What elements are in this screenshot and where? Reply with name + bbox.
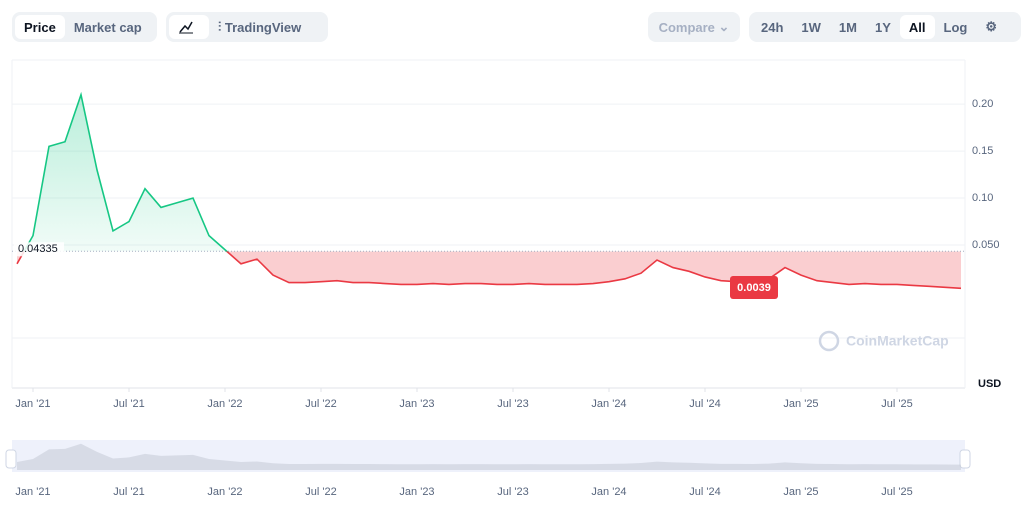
navigator-x-label: Jul '21: [113, 486, 144, 498]
navigator-x-label: Jan '25: [783, 486, 818, 498]
baseline-label-bg: [14, 242, 64, 257]
y-tick-label: 0.15: [972, 145, 993, 157]
tab-label: TradingView: [224, 19, 302, 35]
settings[interactable]: ⚙: [985, 19, 997, 34]
area: [17, 94, 961, 289]
line-chart-button[interactable]: [169, 15, 209, 39]
currency: USD: [978, 378, 1001, 390]
range[interactable]: All: [899, 15, 935, 39]
tab[interactable]: Market cap: [73, 19, 142, 35]
navigator-x-label: Jan '23: [399, 486, 434, 498]
navigator-handle[interactable]: [5, 449, 17, 469]
range-tabs: 24h 1W 1M 1Y All Log ⚙: [749, 12, 1021, 42]
navigator-x-label: Jan '22: [207, 486, 242, 498]
x-tick-label: Jul '23: [497, 398, 528, 410]
x-tick-label: Jan '22: [207, 398, 242, 410]
watermark-logo: [818, 330, 840, 352]
navigator-x-label: Jul '25: [881, 486, 912, 498]
baseline-label: 0.04335: [18, 243, 58, 255]
x-tick-label: Jan '21: [15, 398, 50, 410]
x-tick-label: Jul '25: [881, 398, 912, 410]
watermark: CoinMarketCap: [846, 333, 949, 349]
last-value-label: 0.0039: [737, 282, 771, 294]
price-line: [16, 91, 962, 290]
chart-tabs: ⫶ TradingView: [166, 12, 328, 42]
view-tabs: Price Market cap: [12, 12, 157, 42]
compare-text: Compare: [658, 19, 715, 35]
last-value-bg: [730, 276, 778, 299]
x-tick-label: Jul '22: [305, 398, 336, 410]
x-tick-label: Jul '21: [113, 398, 144, 410]
compare[interactable]: Compare ⌄: [648, 12, 740, 42]
compare-label: Compare ⌄: [658, 19, 730, 35]
tab[interactable]: ⫶ TradingView: [218, 19, 302, 35]
navigator-x-label: Jul '24: [689, 486, 720, 498]
x-tick-label: Jul '24: [689, 398, 720, 410]
navigator-x-label: Jul '23: [497, 486, 528, 498]
y-tick-label: 0.050: [972, 239, 1000, 251]
x-tick-label: Jan '24: [591, 398, 626, 410]
y-tick-label: 0.10: [972, 192, 993, 204]
range[interactable]: 24h: [761, 19, 784, 35]
range[interactable]: 1Y: [874, 19, 891, 35]
tab[interactable]: Price: [15, 15, 65, 39]
x-tick-label: Jan '25: [783, 398, 818, 410]
x-tick-label: Jan '23: [399, 398, 434, 410]
navigator-handle[interactable]: [959, 449, 971, 469]
range[interactable]: 1W: [801, 19, 821, 35]
navigator-area: [17, 443, 961, 470]
navigator-x-label: Jul '22: [305, 486, 336, 498]
range[interactable]: 1M: [838, 19, 857, 35]
navigator-x-label: Jan '21: [15, 486, 50, 498]
navigator-x-label: Jan '24: [591, 486, 626, 498]
log-toggle[interactable]: Log: [943, 19, 968, 35]
y-tick-label: 0.20: [972, 98, 993, 110]
